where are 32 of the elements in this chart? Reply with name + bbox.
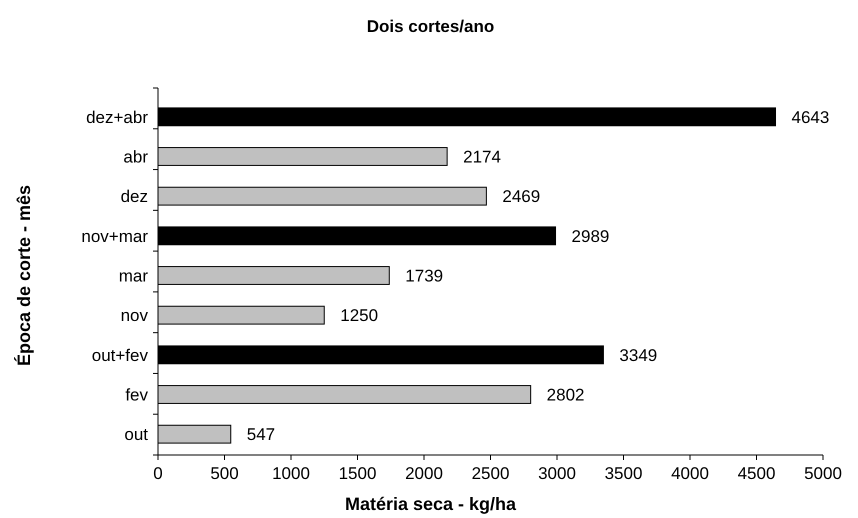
data-label: 2802 — [546, 385, 584, 404]
x-axis-title: Matéria seca - kg/ha — [344, 494, 518, 514]
y-tick-label: nov — [120, 306, 148, 326]
y-tick-label: fev — [125, 385, 148, 404]
y-tick-label: dez+abr — [86, 108, 148, 127]
x-tick-label: 500 — [210, 464, 239, 483]
y-tick-label: mar — [118, 266, 148, 286]
chart-title: Dois cortes/ano — [366, 17, 494, 36]
y-tick-label: nov+mar — [81, 226, 148, 246]
y-tick-label: out+fev — [92, 346, 148, 365]
y-tick-label: out — [124, 425, 148, 444]
x-tick-label: 3000 — [538, 464, 576, 483]
x-tick-label: 4000 — [671, 464, 709, 483]
data-label: 3349 — [619, 346, 658, 365]
data-label: 2989 — [572, 226, 610, 246]
y-axis-title: Época de corte - mês — [14, 184, 34, 366]
x-tick-label: 2000 — [405, 464, 443, 483]
x-tick-label: 3500 — [604, 464, 642, 483]
x-tick-label: 1000 — [272, 464, 310, 483]
x-tick-label: 1500 — [338, 464, 376, 483]
x-tick-label: 4500 — [738, 464, 776, 483]
x-tick-label: 0 — [153, 464, 163, 483]
data-label: 547 — [246, 425, 276, 444]
x-tick-label: 5000 — [804, 464, 842, 483]
data-label: 2469 — [502, 187, 540, 206]
data-label: 1250 — [340, 306, 378, 326]
data-label: 4643 — [792, 108, 830, 127]
data-label: 1739 — [405, 266, 444, 286]
y-tick-label: abr — [123, 147, 148, 166]
data-label: 2174 — [463, 147, 501, 166]
x-tick-label: 2500 — [472, 464, 510, 483]
y-tick-label: dez — [120, 187, 148, 206]
